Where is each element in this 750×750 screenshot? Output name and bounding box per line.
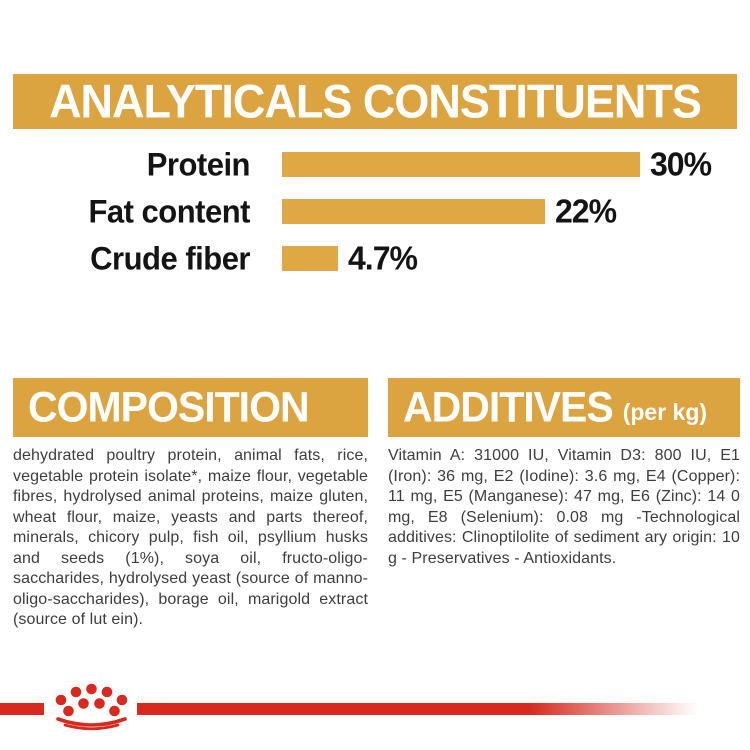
composition-title: COMPOSITION [28,383,310,431]
footer-red-line-right [137,703,697,715]
additives-header: ADDITIVES (per kg) [388,378,740,437]
chart-label: Protein [146,145,251,183]
additives-subtitle: (per kg) [622,399,708,425]
chart-value: 4.7% [348,239,418,277]
analytical-constituents-chart: Protein 30% Fat content 22% Crude fiber … [0,145,750,293]
chart-value: 30% [650,145,712,183]
chart-label: Fat content [88,192,250,230]
chart-track: 30% [282,145,750,183]
footer-red-line-left [0,703,44,715]
additives-body-text: Vitamin A: 31000 IU, Vitamin D3: 800 IU,… [388,447,740,567]
composition-body-text: dehydrated poultry protein, animal fats,… [13,447,368,628]
chart-row-crude-fiber: Crude fiber 4.7% [0,239,750,277]
additives-section: ADDITIVES (per kg) Vitamin A: 31000 IU, … [388,378,740,569]
crude-fiber-bar [282,246,338,271]
additives-title: ADDITIVES [403,383,614,431]
protein-bar [282,152,640,177]
chart-track: 22% [282,192,750,230]
chart-row-fat-content: Fat content 22% [0,192,750,230]
fat-content-bar [282,199,545,224]
chart-track: 4.7% [282,239,750,277]
composition-header: COMPOSITION [13,378,368,437]
royal-canin-crown-icon [55,683,128,731]
chart-value: 22% [555,192,617,230]
analytical-constituents-header: ANALYTICALS CONSTITUENTS [13,74,737,129]
chart-label: Crude fiber [90,239,250,277]
page-title: ANALYTICALS CONSTITUENTS [49,74,702,128]
composition-section: COMPOSITION dehydrated poultry protein, … [13,378,368,631]
chart-row-protein: Protein 30% [0,145,750,183]
